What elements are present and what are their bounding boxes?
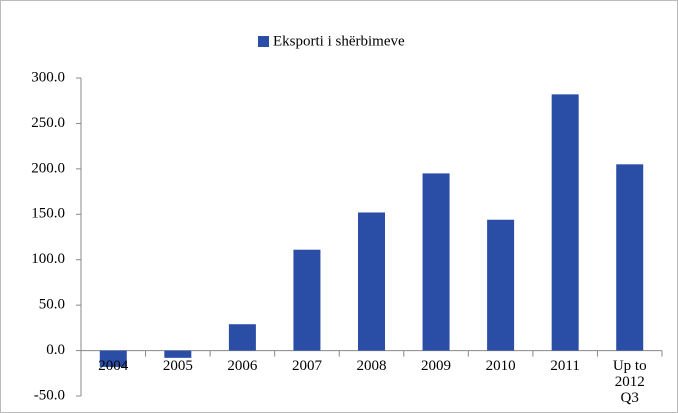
y-tick-label: 250.0 [31,115,65,131]
bar [422,173,450,351]
legend-label: Eksporti i shërbimeve [273,33,405,49]
y-tick-label: 0.0 [46,342,65,358]
x-tick-label: 2007 [291,357,322,374]
bar [99,350,127,367]
x-tick-label: 2011 [550,357,580,374]
x-tick-label: 2004 [98,357,129,374]
x-tick-label: Up to 2012 Q3 [612,357,647,406]
bar [616,164,644,351]
bar [293,249,321,351]
y-tick-label: 50.0 [39,297,65,313]
y-tick-label: 150.0 [31,206,65,222]
y-tick-label: 200.0 [31,160,65,176]
bar [358,212,385,351]
bar [551,94,579,351]
x-tick-label: 2005 [162,357,193,374]
y-tick-label: 300.0 [31,69,65,85]
legend-swatch [258,36,269,47]
y-tick-label: -50.0 [34,387,65,403]
bar [487,219,515,351]
x-tick-label: 2010 [485,357,516,374]
y-tick-label: 100.0 [31,251,65,267]
bar [228,324,256,351]
x-tick-label: 2009 [421,357,452,374]
x-tick-label: 2008 [356,357,387,374]
bar [164,350,192,358]
x-tick-label: 2006 [227,357,258,374]
